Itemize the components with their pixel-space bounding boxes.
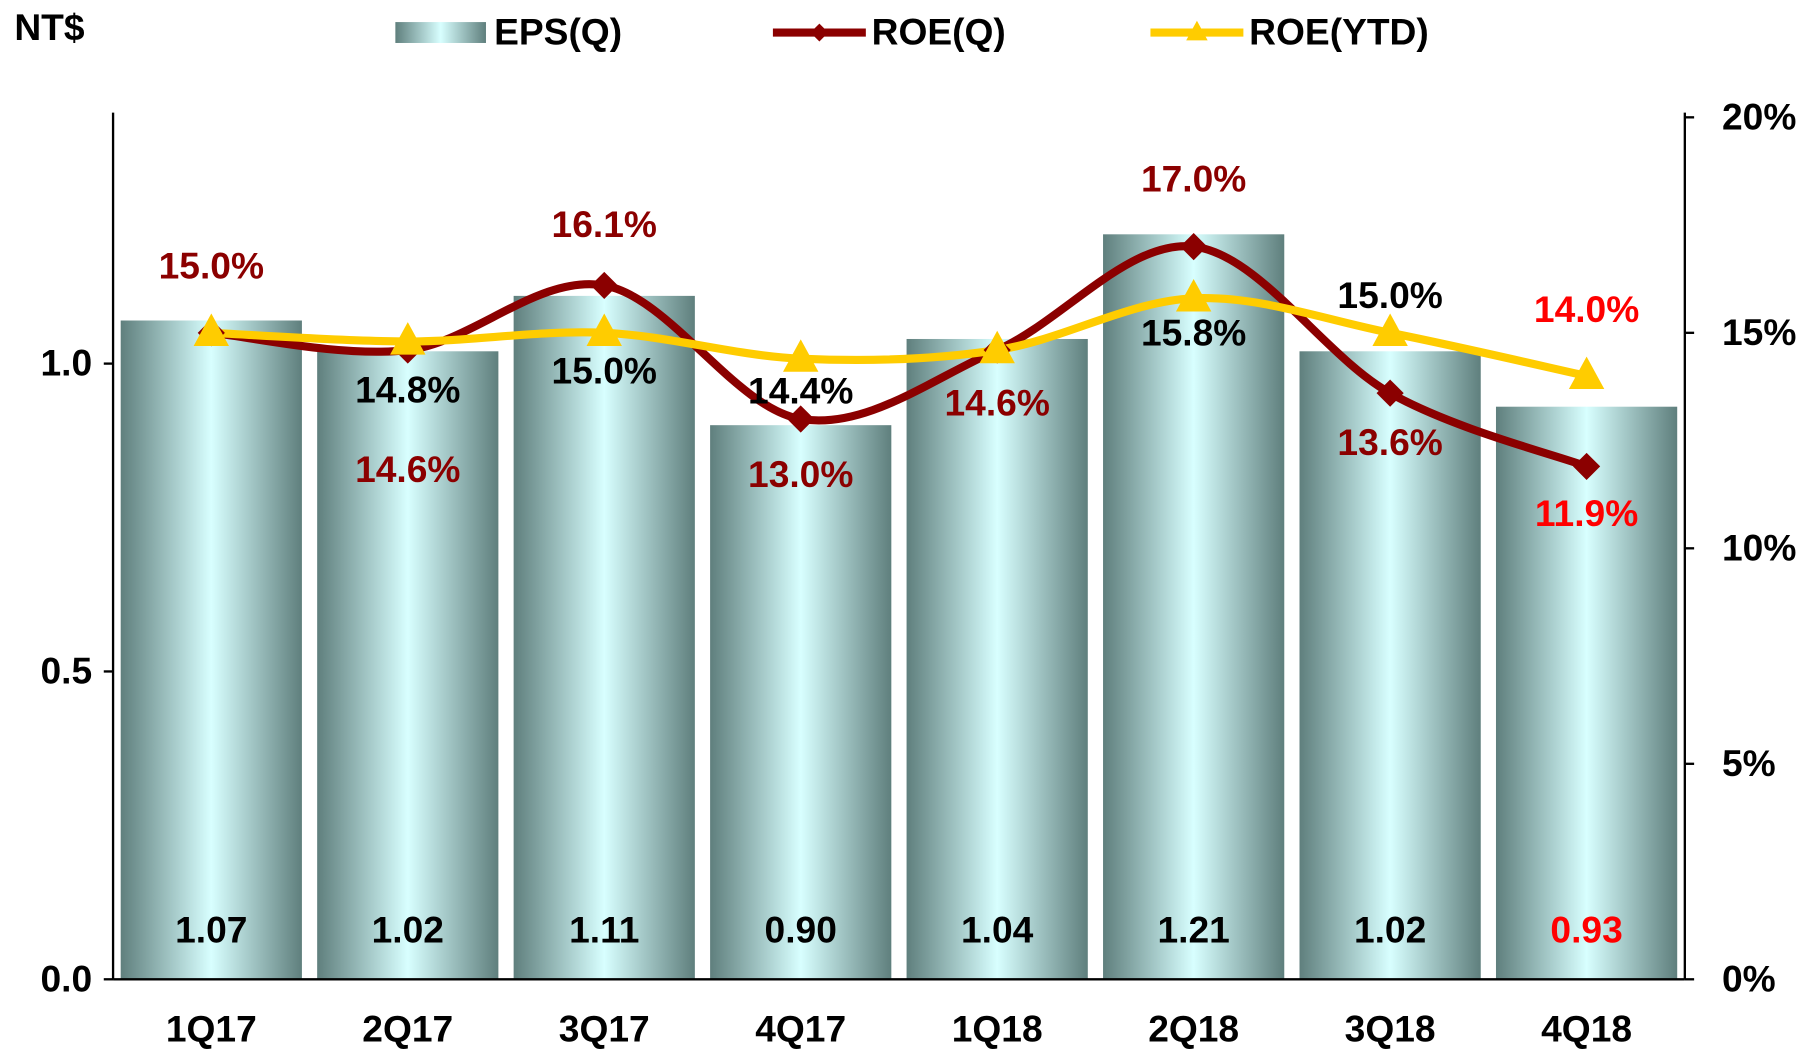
bar: [906, 338, 1088, 980]
y2-tick-label: 15%: [1722, 311, 1796, 353]
line-marker: [979, 330, 1015, 364]
line-marker: [787, 405, 815, 433]
line-value-label: 14.8%: [355, 368, 460, 410]
line-marker: [1180, 233, 1208, 261]
bar: [317, 351, 499, 980]
line-marker: [1568, 356, 1605, 390]
line-value-label: 15.8%: [1141, 311, 1246, 353]
bar-value-label: 1.21: [1157, 909, 1229, 951]
line-value-label: 13.6%: [1337, 421, 1442, 463]
line-value-label: 14.6%: [355, 448, 460, 490]
x-tick-label: 2Q17: [362, 1007, 453, 1049]
line-value-label: 14.4%: [748, 369, 853, 411]
legend-label: EPS(Q): [494, 11, 622, 53]
y2-tick-label: 5%: [1722, 742, 1776, 784]
y2-tick-label: 0%: [1722, 957, 1776, 999]
line-value-label: 15.0%: [1337, 274, 1442, 316]
y-tick-label: 1.0: [41, 342, 93, 384]
y-tick-label: 0.0: [41, 957, 93, 999]
x-tick-label: 4Q18: [1541, 1007, 1632, 1049]
bar-value-label: 0.90: [765, 909, 837, 951]
line-value-label: 14.0%: [1534, 288, 1639, 330]
line-value-label: 15.0%: [159, 245, 264, 287]
bar: [1103, 234, 1285, 980]
line-value-label: 17.0%: [1141, 157, 1246, 199]
bar: [120, 320, 302, 980]
bar-value-label: 1.07: [175, 909, 247, 951]
line-2: [211, 294, 1588, 380]
x-tick-label: 1Q17: [166, 1007, 257, 1049]
line-marker: [1376, 379, 1404, 407]
bar-value-label: 0.93: [1550, 909, 1622, 951]
bar: [1495, 406, 1678, 980]
line-value-label: 11.9%: [1535, 492, 1638, 534]
y-axis-title: NT$: [14, 6, 85, 48]
line-value-label: 13.0%: [748, 453, 853, 495]
x-tick-label: 2Q18: [1148, 1007, 1239, 1049]
bar-value-label: 1.02: [372, 909, 444, 951]
y2-tick-label: 20%: [1722, 95, 1796, 137]
legend-marker: [1186, 20, 1208, 41]
x-tick-label: 4Q17: [755, 1007, 846, 1049]
bar: [710, 425, 892, 980]
line-marker: [1572, 452, 1601, 481]
legend-label: ROE(Q): [872, 11, 1006, 53]
line-marker: [1175, 279, 1212, 312]
legend-label: ROE(YTD): [1249, 11, 1429, 53]
bar-value-label: 1.11: [569, 909, 639, 951]
line-marker: [586, 313, 622, 346]
line-marker: [590, 271, 618, 300]
line-marker: [1372, 313, 1408, 346]
line-marker: [390, 322, 426, 355]
x-tick-label: 3Q17: [559, 1007, 650, 1049]
bar-value-label: 1.04: [961, 909, 1034, 951]
y-tick-label: 0.5: [41, 650, 93, 692]
legend-marker: [810, 23, 829, 42]
x-tick-label: 1Q18: [952, 1007, 1043, 1049]
x-tick-label: 3Q18: [1345, 1007, 1436, 1049]
line-marker: [193, 313, 230, 346]
bar: [1299, 351, 1481, 980]
legend-swatch: [395, 22, 486, 43]
line-value-label: 14.6%: [945, 382, 1050, 424]
line-value-label: 16.1%: [552, 203, 657, 245]
line-value-label: 15.0%: [552, 349, 657, 391]
y2-tick-label: 10%: [1722, 526, 1796, 568]
line-marker: [783, 339, 819, 372]
bar: [513, 295, 695, 980]
bar-value-label: 1.02: [1354, 909, 1426, 951]
